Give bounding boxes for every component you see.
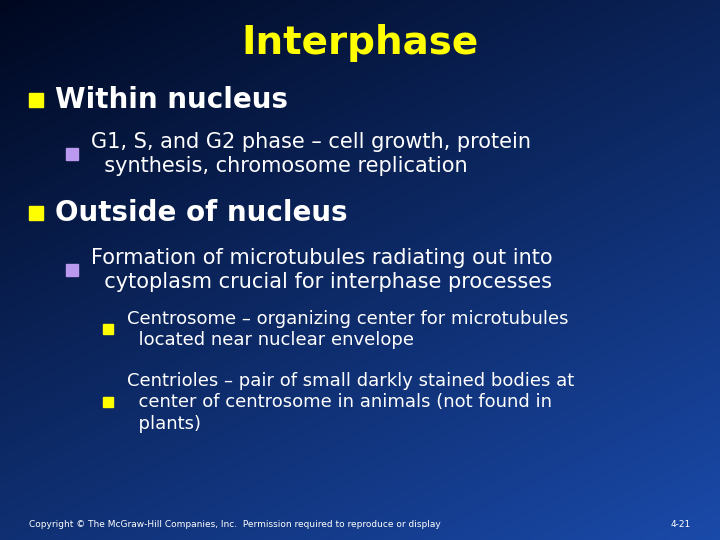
- Text: Copyright © The McGraw-Hill Companies, Inc.  Permission required to reproduce or: Copyright © The McGraw-Hill Companies, I…: [29, 521, 441, 529]
- Text: Formation of microtubules radiating out into
  cytoplasm crucial for interphase : Formation of microtubules radiating out …: [91, 248, 553, 292]
- Text: Centrioles – pair of small darkly stained bodies at
  center of centrosome in an: Centrioles – pair of small darkly staine…: [127, 372, 575, 433]
- Text: Outside of nucleus: Outside of nucleus: [55, 199, 348, 227]
- Text: Within nucleus: Within nucleus: [55, 86, 289, 114]
- Text: G1, S, and G2 phase – cell growth, protein
  synthesis, chromosome replication: G1, S, and G2 phase – cell growth, prote…: [91, 132, 531, 176]
- Text: Centrosome – organizing center for microtubules
  located near nuclear envelope: Centrosome – organizing center for micro…: [127, 309, 569, 349]
- Text: 4-21: 4-21: [671, 521, 691, 529]
- Text: Interphase: Interphase: [241, 24, 479, 62]
